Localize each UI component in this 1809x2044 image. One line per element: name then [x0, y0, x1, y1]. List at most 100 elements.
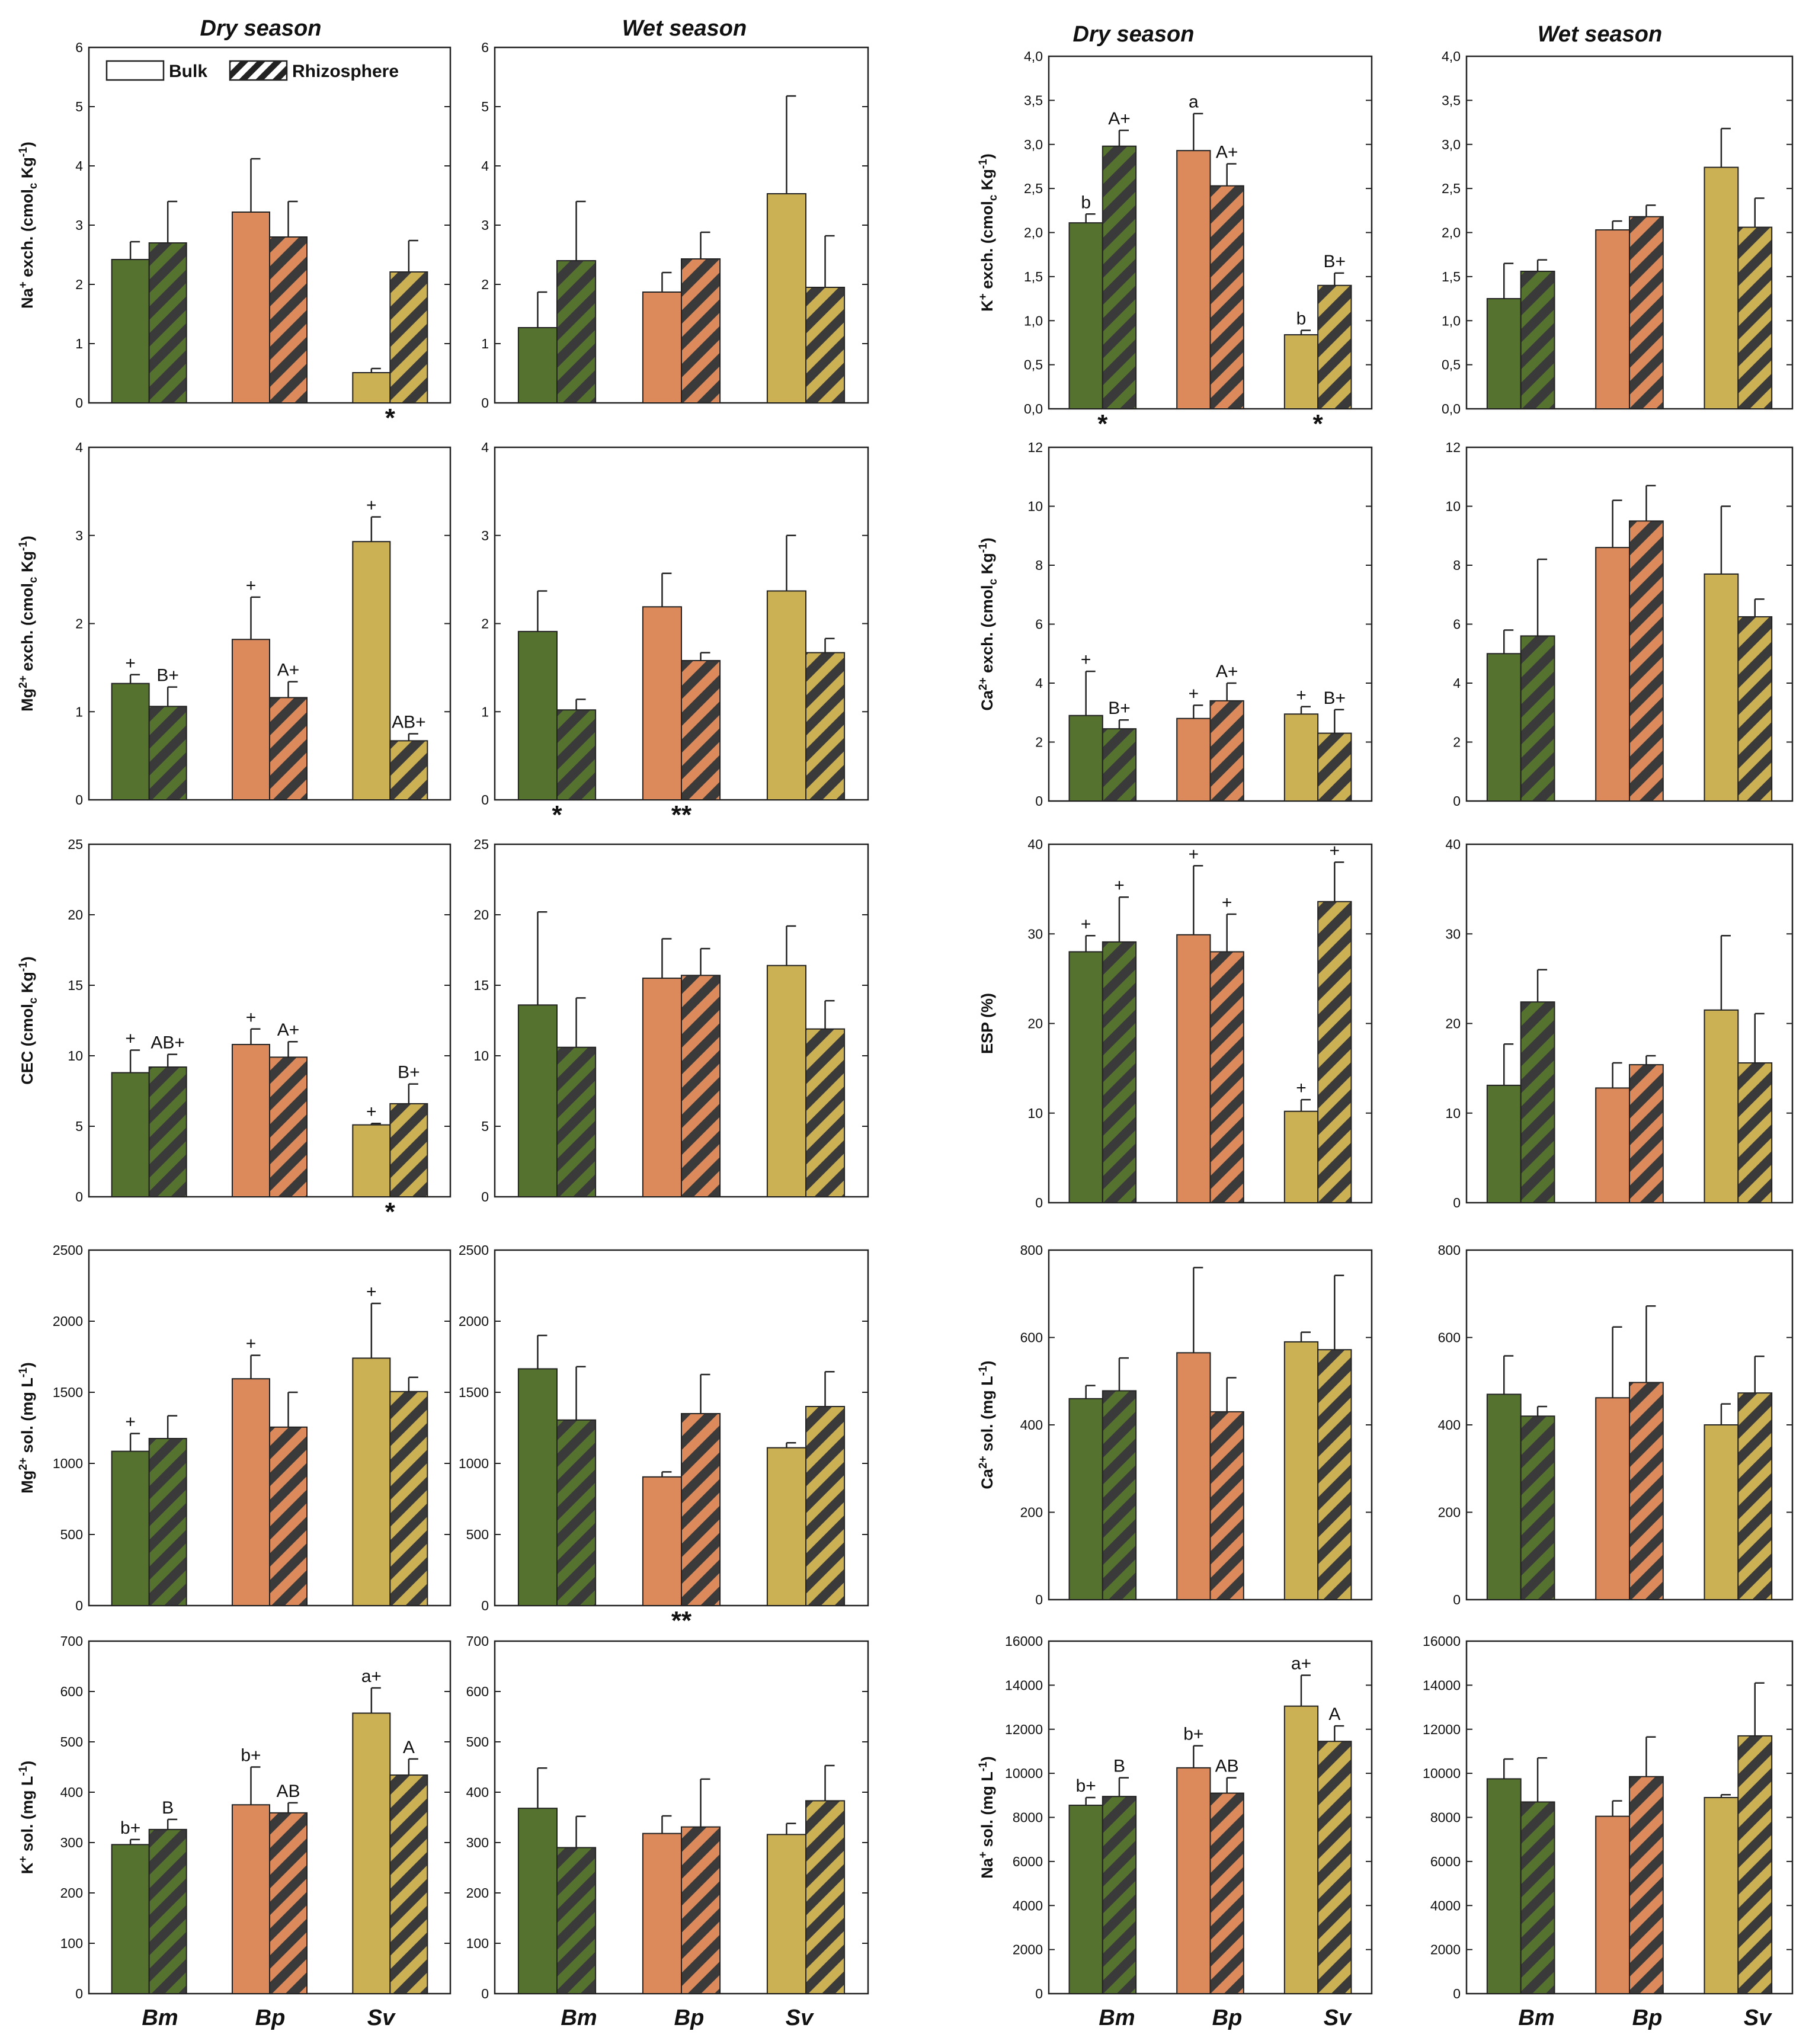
bar-rhizosphere-bp — [1209, 1792, 1244, 1994]
bar-rhizosphere-bm — [148, 242, 187, 403]
y-tick-label: 2000 — [53, 1313, 83, 1329]
bar-bulk-bm — [1486, 1393, 1522, 1600]
axis-label-part: Ca — [978, 690, 996, 710]
significance-annotation: A+ — [1216, 662, 1238, 681]
significance-annotation: AB+ — [392, 712, 426, 732]
significance-star: * — [1313, 409, 1324, 438]
y-tick-label: 0 — [1453, 1592, 1461, 1607]
panel-cec-dry: 0 5 10 15 20 25 CEC (cmolc Kg-1) + AB+ + A+ + B+ * — [17, 837, 452, 1226]
bar-bulk-bm — [517, 327, 558, 403]
category-label-sv-col3: Sv — [1324, 2005, 1352, 2030]
y-tick-label: 1500 — [459, 1385, 489, 1400]
panel-mg-sol-wet: 0 500 1000 1500 2000 2500 ** — [459, 1242, 869, 1635]
axis-label-part: K — [18, 1862, 36, 1874]
axis-label-part: -1 — [977, 543, 990, 553]
axis-label-part: Mg — [18, 688, 36, 712]
column-title-wet-right: Wet season — [1538, 22, 1662, 47]
y-tick-label: 4 — [75, 440, 83, 455]
bar-bulk-bp — [1176, 717, 1211, 802]
y-tick-label: 0 — [1035, 793, 1043, 809]
axis-label-part: -1 — [17, 541, 30, 551]
bar-bulk-bp — [1176, 934, 1211, 1203]
axis-label-part: -1 — [977, 1366, 990, 1376]
bar-bulk-bp — [1176, 150, 1211, 409]
bar-rhizosphere-bp — [1209, 951, 1244, 1203]
significance-star: ** — [671, 800, 692, 829]
significance-annotation: + — [1081, 914, 1091, 934]
y-tick-label: 1 — [75, 704, 83, 719]
bar-bulk-bp — [1595, 1087, 1631, 1204]
panel-ca-exch-wet: 0 2 4 6 8 10 12 — [1445, 440, 1794, 809]
bar-rhizosphere-sv — [805, 287, 846, 403]
bar-bulk-bm — [517, 1004, 558, 1197]
significance-annotation: a+ — [361, 1667, 382, 1686]
axis-label-part: cmol — [978, 585, 996, 622]
y-tick-label: 2,5 — [1024, 181, 1043, 196]
bar-rhizosphere-bm — [556, 1419, 597, 1607]
y-tick-label: 3,0 — [1024, 137, 1043, 152]
axis-label-part: 2+ — [17, 1457, 30, 1470]
bar-rhizosphere-sv — [389, 740, 428, 801]
bar-bulk-bm — [1068, 951, 1103, 1203]
y-tick-label: 10 — [1027, 499, 1043, 514]
category-label-sv-col4: Sv — [1744, 2005, 1772, 2030]
bar-bulk-sv — [1704, 1424, 1739, 1600]
y-tick-label: 100 — [466, 1936, 489, 1951]
y-tick-label: 10000 — [1423, 1766, 1461, 1781]
y-tick-label: 1 — [481, 336, 489, 351]
bar-bulk-bm — [111, 259, 150, 403]
column-title-dry-right: Dry season — [1073, 22, 1195, 47]
bar-bulk-bm — [1068, 715, 1103, 802]
category-label-bm-col2: Bm — [561, 2005, 597, 2030]
axis-label-part: ) — [18, 956, 36, 962]
y-tick-label: 2,0 — [1024, 225, 1043, 241]
bar-bulk-bm — [517, 1808, 558, 1994]
bar-rhizosphere-sv — [389, 1103, 428, 1198]
bar-rhizosphere-bp — [1209, 1411, 1244, 1600]
bar-bulk-bm — [1486, 1084, 1522, 1204]
significance-annotation: + — [1330, 841, 1340, 860]
axis-label-part: cmol — [18, 1004, 36, 1041]
axis-label-part: sol. (mg — [18, 1786, 36, 1856]
y-tick-label: 3 — [481, 217, 489, 233]
bar-rhizosphere-sv — [1317, 284, 1352, 409]
y-tick-label: 25 — [473, 837, 489, 852]
y-tick-label: 10 — [1027, 1106, 1043, 1121]
y-tick-label: 4,0 — [1024, 49, 1043, 64]
significance-annotation: + — [366, 1282, 377, 1302]
axis-label-part — [18, 178, 36, 183]
significance-annotation: A+ — [277, 1020, 300, 1040]
category-label-bm-col3: Bm — [1099, 2005, 1135, 2030]
axis-label-part: -1 — [977, 1761, 990, 1771]
bar-bulk-bm — [1068, 1398, 1103, 1600]
y-tick-label: 6000 — [1430, 1854, 1461, 1869]
significance-annotation: A+ — [1216, 142, 1238, 162]
bar-rhizosphere-bp — [681, 1413, 721, 1606]
y-tick-label: 12 — [1445, 440, 1461, 455]
axis-label-part: c — [987, 194, 1000, 201]
bar-rhizosphere-sv — [1317, 732, 1352, 802]
y-tick-label: 8000 — [1430, 1810, 1461, 1825]
y-tick-label: 400 — [1020, 1417, 1043, 1433]
significance-star: * — [385, 403, 396, 432]
y-tick-label: 0 — [1453, 793, 1461, 809]
bar-bulk-bm — [1068, 1805, 1103, 1994]
bar-rhizosphere-sv — [1737, 616, 1773, 802]
y-tick-label: 25 — [68, 837, 83, 852]
panel-na-sol-wet: 0 2000 4000 6000 8000 10000 12000 14000 16000 — [1423, 1633, 1794, 2001]
bar-rhizosphere-sv — [1737, 1392, 1773, 1601]
y-tick-label: 16000 — [1423, 1633, 1461, 1649]
axis-label-part: -1 — [17, 1766, 30, 1776]
y-tick-label: 20 — [68, 907, 83, 922]
significance-annotation: B+ — [156, 666, 179, 685]
y-tick-label: 200 — [1020, 1505, 1043, 1520]
axis-label-part: Na — [18, 287, 36, 308]
bar-bulk-sv — [766, 1447, 807, 1607]
significance-annotation: + — [246, 1008, 257, 1027]
y-tick-label: 0,0 — [1024, 401, 1043, 417]
axis-label-part: sol. (mg — [978, 1386, 996, 1456]
bar-bulk-bp — [642, 606, 683, 801]
y-tick-label: 5 — [481, 99, 489, 114]
y-tick-label: 4000 — [1430, 1898, 1461, 1913]
